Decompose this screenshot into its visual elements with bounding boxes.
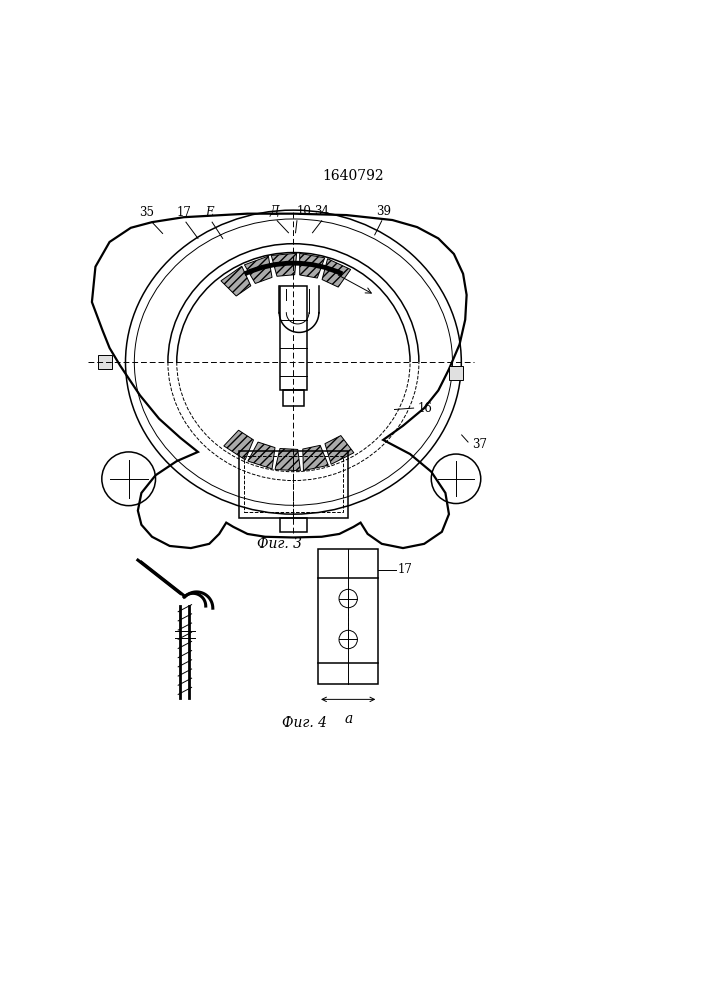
Bar — [449, 366, 463, 380]
Polygon shape — [303, 445, 328, 471]
Polygon shape — [300, 253, 325, 278]
Text: 17: 17 — [398, 563, 413, 576]
Text: 16: 16 — [417, 402, 432, 415]
Polygon shape — [224, 430, 254, 460]
Bar — [245, 456, 342, 512]
Polygon shape — [248, 442, 275, 469]
Text: 17: 17 — [176, 206, 192, 219]
Polygon shape — [322, 259, 351, 287]
Text: 37: 37 — [472, 438, 487, 451]
Text: a: a — [344, 712, 352, 726]
Bar — [318, 549, 378, 684]
Text: Е: Е — [206, 206, 214, 219]
Text: 1640792: 1640792 — [322, 169, 385, 183]
Polygon shape — [325, 436, 354, 464]
Text: 10: 10 — [297, 205, 312, 218]
Polygon shape — [245, 256, 272, 283]
Text: Фиг. 3: Фиг. 3 — [257, 537, 302, 551]
Text: 34: 34 — [314, 205, 329, 218]
Text: 39: 39 — [375, 205, 391, 218]
Bar — [283, 390, 304, 406]
Bar — [280, 518, 307, 532]
Text: Фиг. 4: Фиг. 4 — [281, 716, 327, 730]
Bar — [280, 286, 307, 390]
Bar — [98, 355, 112, 369]
Text: Д: Д — [269, 205, 279, 218]
Polygon shape — [271, 253, 297, 276]
Bar — [238, 451, 348, 518]
Text: 35: 35 — [139, 206, 155, 219]
Polygon shape — [221, 266, 251, 296]
Polygon shape — [275, 449, 300, 471]
